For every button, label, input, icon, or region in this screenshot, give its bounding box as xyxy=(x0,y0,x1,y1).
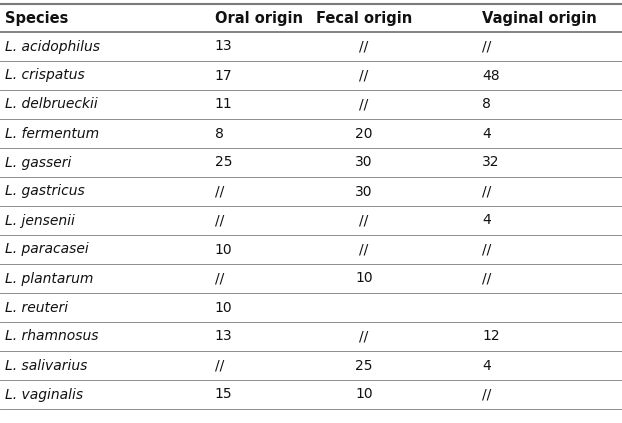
Text: 32: 32 xyxy=(482,156,499,170)
Text: //: // xyxy=(360,330,368,343)
Text: //: // xyxy=(482,387,491,401)
Text: 10: 10 xyxy=(215,242,232,256)
Text: L. fermentum: L. fermentum xyxy=(5,126,99,140)
Text: 11: 11 xyxy=(215,97,233,112)
Text: L. rhamnosus: L. rhamnosus xyxy=(5,330,98,343)
Text: 48: 48 xyxy=(482,69,499,82)
Text: //: // xyxy=(215,184,224,198)
Text: //: // xyxy=(360,97,368,112)
Text: Species: Species xyxy=(5,11,68,25)
Text: 15: 15 xyxy=(215,387,232,401)
Text: //: // xyxy=(482,242,491,256)
Text: Oral origin: Oral origin xyxy=(215,11,302,25)
Text: 20: 20 xyxy=(355,126,373,140)
Text: 4: 4 xyxy=(482,359,491,373)
Text: 8: 8 xyxy=(482,97,491,112)
Text: L. plantarum: L. plantarum xyxy=(5,272,93,286)
Text: 8: 8 xyxy=(215,126,223,140)
Text: 25: 25 xyxy=(355,359,373,373)
Text: L. gastricus: L. gastricus xyxy=(5,184,85,198)
Text: 4: 4 xyxy=(482,214,491,228)
Text: Vaginal origin: Vaginal origin xyxy=(482,11,596,25)
Text: 25: 25 xyxy=(215,156,232,170)
Text: L. paracasei: L. paracasei xyxy=(5,242,89,256)
Text: 17: 17 xyxy=(215,69,232,82)
Text: L. acidophilus: L. acidophilus xyxy=(5,39,100,53)
Text: 30: 30 xyxy=(355,184,373,198)
Text: //: // xyxy=(482,184,491,198)
Text: //: // xyxy=(215,214,224,228)
Text: 10: 10 xyxy=(355,272,373,286)
Text: L. reuteri: L. reuteri xyxy=(5,300,68,314)
Text: //: // xyxy=(482,272,491,286)
Text: L. jensenii: L. jensenii xyxy=(5,214,75,228)
Text: L. gasseri: L. gasseri xyxy=(5,156,72,170)
Text: 10: 10 xyxy=(215,300,232,314)
Text: L. salivarius: L. salivarius xyxy=(5,359,87,373)
Text: 13: 13 xyxy=(215,39,232,53)
Text: 12: 12 xyxy=(482,330,499,343)
Text: //: // xyxy=(360,69,368,82)
Text: Fecal origin: Fecal origin xyxy=(316,11,412,25)
Text: L. delbrueckii: L. delbrueckii xyxy=(5,97,98,112)
Text: 10: 10 xyxy=(355,387,373,401)
Text: //: // xyxy=(360,39,368,53)
Text: 13: 13 xyxy=(215,330,232,343)
Text: //: // xyxy=(215,359,224,373)
Text: //: // xyxy=(360,214,368,228)
Text: L. vaginalis: L. vaginalis xyxy=(5,387,83,401)
Text: //: // xyxy=(360,242,368,256)
Text: 4: 4 xyxy=(482,126,491,140)
Text: L. crispatus: L. crispatus xyxy=(5,69,85,82)
Text: 30: 30 xyxy=(355,156,373,170)
Text: //: // xyxy=(482,39,491,53)
Text: //: // xyxy=(215,272,224,286)
